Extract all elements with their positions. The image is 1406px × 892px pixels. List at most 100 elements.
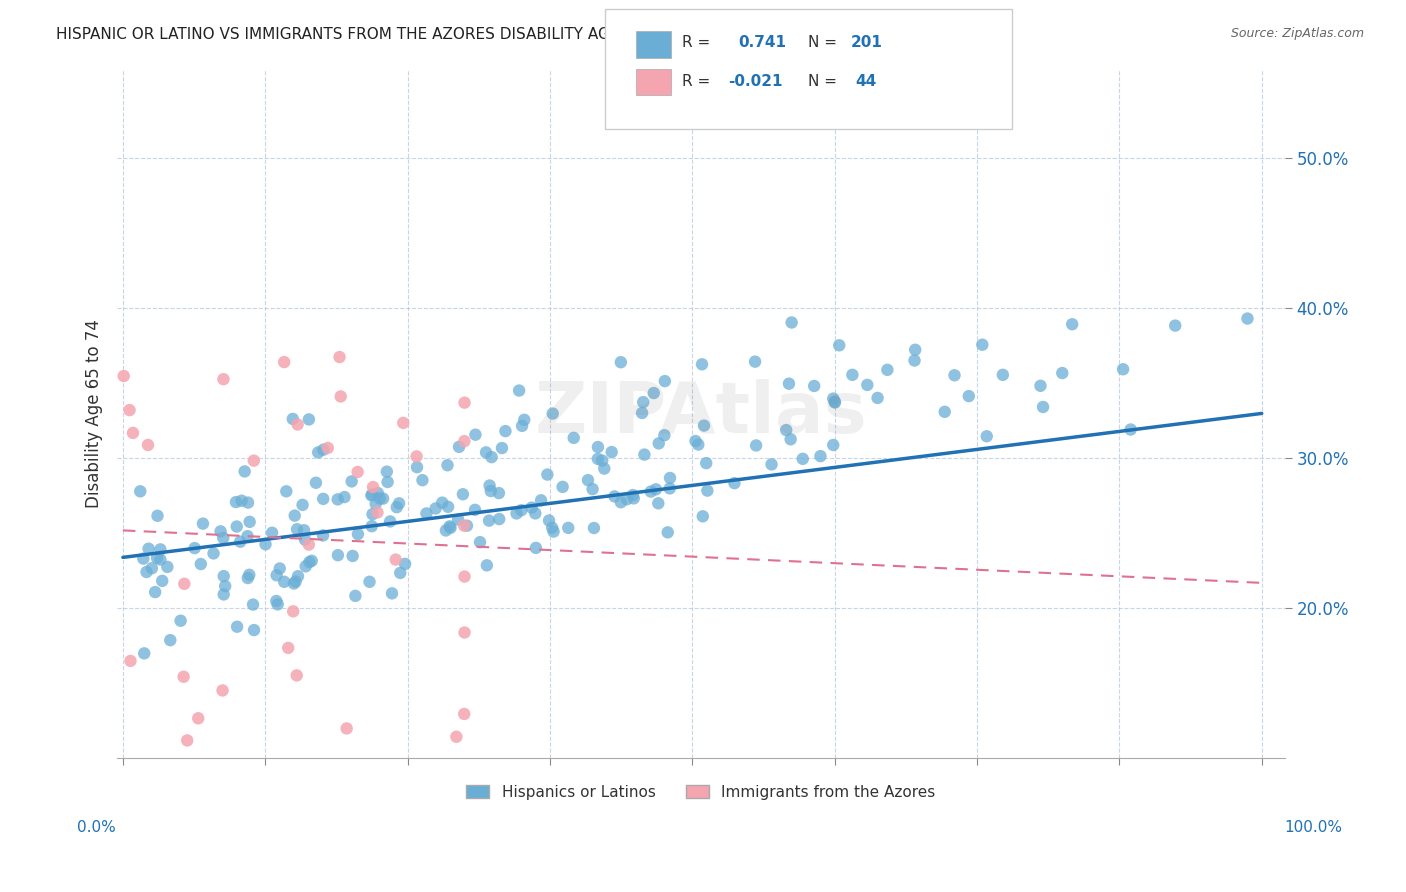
Point (267, 598, 290, 612)
Point (690, 357, 713, 371)
Point (557, 521, 579, 535)
Point (344, 589, 367, 603)
Point (129, 484, 152, 499)
Point (294, 559, 316, 574)
Point (778, 376, 800, 391)
Point (125, 800, 148, 814)
Point (367, 486, 389, 500)
Point (1119, 423, 1142, 437)
Point (524, 507, 547, 521)
Point (775, 423, 797, 437)
Point (336, 722, 359, 736)
Point (434, 524, 457, 538)
Point (301, 554, 323, 568)
Point (118, 824, 141, 838)
Point (312, 491, 335, 506)
Point (475, 445, 498, 459)
Point (451, 487, 474, 501)
Point (285, 668, 308, 682)
Point (212, 531, 235, 545)
Text: 0.0%: 0.0% (77, 821, 117, 835)
Point (823, 438, 845, 452)
Point (375, 465, 398, 479)
Point (437, 500, 460, 514)
Point (284, 574, 307, 589)
Point (287, 569, 309, 583)
Point (368, 491, 391, 506)
Point (276, 833, 298, 847)
Point (283, 576, 305, 591)
Point (225, 519, 247, 533)
Point (176, 733, 198, 747)
Point (582, 521, 605, 535)
Point (621, 488, 644, 502)
Point (1052, 366, 1074, 380)
Point (453, 874, 475, 888)
Point (543, 524, 565, 539)
Point (377, 475, 399, 489)
Point (112, 369, 135, 384)
Point (645, 483, 668, 497)
Point (305, 475, 328, 490)
Point (276, 484, 298, 499)
Point (508, 384, 530, 398)
Point (212, 372, 235, 386)
Point (436, 458, 458, 473)
Point (688, 437, 710, 451)
Y-axis label: Disability Age 65 to 74: Disability Age 65 to 74 (86, 319, 103, 508)
Point (468, 535, 491, 549)
Point (643, 386, 665, 401)
Point (439, 519, 461, 533)
Point (491, 441, 513, 455)
Point (803, 379, 825, 393)
Text: N =: N = (808, 36, 838, 50)
Point (211, 683, 233, 698)
Point (453, 706, 475, 721)
Point (173, 670, 195, 684)
Point (149, 552, 172, 566)
Point (640, 484, 662, 499)
Point (659, 471, 682, 485)
Point (696, 483, 718, 498)
Point (236, 529, 259, 543)
Point (603, 490, 626, 504)
Point (934, 405, 956, 419)
Point (169, 614, 191, 628)
Point (647, 496, 669, 510)
Point (824, 394, 846, 409)
Point (298, 412, 321, 426)
Point (494, 424, 516, 438)
Point (586, 451, 609, 466)
Point (262, 525, 284, 540)
Point (562, 431, 585, 445)
Point (633, 448, 655, 462)
Point (218, 809, 240, 823)
Text: 44: 44 (855, 74, 876, 88)
Point (405, 450, 427, 464)
Point (453, 434, 475, 449)
Text: ZIPAtlas: ZIPAtlas (534, 379, 868, 448)
Point (150, 574, 173, 588)
Text: 100.0%: 100.0% (1285, 821, 1343, 835)
Point (254, 537, 277, 551)
Point (209, 524, 232, 539)
Point (173, 576, 195, 591)
Point (593, 461, 616, 475)
Point (242, 598, 264, 612)
Point (658, 482, 681, 496)
Text: N =: N = (808, 74, 838, 88)
Point (537, 513, 560, 527)
Point (581, 482, 603, 496)
Point (685, 434, 707, 448)
Point (828, 338, 851, 352)
Point (692, 509, 714, 524)
Point (141, 561, 163, 575)
Point (266, 594, 288, 608)
Point (510, 503, 533, 517)
Point (342, 549, 364, 563)
Point (361, 487, 384, 501)
Point (361, 507, 384, 521)
Point (439, 521, 461, 535)
Point (326, 548, 349, 562)
Point (723, 476, 745, 491)
